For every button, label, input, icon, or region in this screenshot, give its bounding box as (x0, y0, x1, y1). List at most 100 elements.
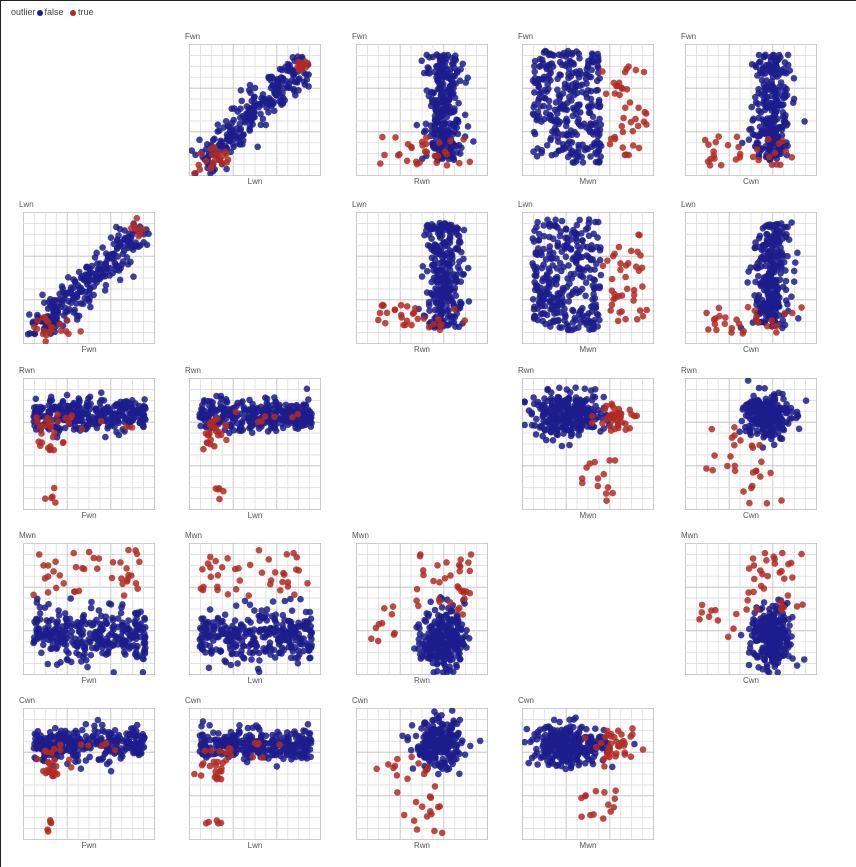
point-false (217, 400, 224, 407)
point-false (240, 642, 248, 650)
point-false (779, 251, 786, 259)
point-true (589, 412, 596, 420)
point-false (446, 312, 453, 320)
point-false (267, 425, 275, 432)
point-true (753, 313, 760, 320)
panel-x-label: Mwn (579, 177, 597, 186)
point-false (588, 57, 596, 64)
point-true (35, 438, 42, 445)
point-true (641, 108, 649, 116)
point-false (560, 263, 567, 271)
point-true (710, 152, 718, 159)
point-false (267, 646, 275, 653)
point-false (212, 406, 220, 414)
point-false (107, 234, 115, 241)
point-false (121, 247, 128, 254)
panel-plot-area (356, 44, 488, 176)
point-false (255, 425, 263, 432)
point-false (273, 627, 281, 635)
point-true (133, 214, 141, 222)
point-true (633, 316, 641, 323)
point-false (540, 60, 547, 67)
point-false (215, 632, 222, 640)
point-false (782, 418, 790, 426)
scatter-panel-lwn-vs-mwn: Lwn Mwn (518, 200, 654, 358)
point-true (95, 555, 103, 562)
point-true (622, 273, 629, 281)
point-false (262, 626, 269, 633)
point-false (272, 91, 280, 99)
point-true (579, 479, 586, 487)
scatter-panel-rwn-vs-lwn: Rwn Lwn (185, 366, 321, 524)
panel-y-label: Lwn (19, 200, 34, 209)
point-true (202, 157, 210, 165)
point-false (453, 278, 461, 285)
point-false (802, 397, 810, 404)
point-false (538, 149, 545, 157)
point-false (244, 616, 252, 624)
point-false (555, 138, 562, 145)
point-true (604, 257, 611, 264)
point-true (207, 165, 214, 172)
point-false (430, 267, 437, 274)
scatter-panel-fwn-vs-cwn: Fwn Cwn (681, 32, 817, 190)
point-false (597, 121, 605, 128)
panel-y-label: Fwn (518, 32, 534, 41)
point-false (749, 117, 756, 124)
point-false (427, 102, 435, 110)
point-false (245, 87, 253, 94)
panel-y-label: Rwn (681, 366, 698, 375)
point-false (594, 54, 602, 61)
point-false (240, 403, 248, 411)
point-false (533, 269, 540, 276)
point-false (547, 323, 554, 330)
point-true (39, 422, 46, 430)
point-false (79, 417, 86, 424)
point-true (97, 417, 105, 425)
panel-x-label: Lwn (247, 511, 263, 520)
point-false (305, 71, 312, 78)
panel-plot-area (685, 212, 817, 344)
point-false (45, 618, 53, 625)
point-false (450, 299, 457, 307)
point-false (135, 652, 142, 659)
point-true (737, 437, 744, 444)
point-false (583, 312, 591, 320)
point-true (279, 578, 286, 586)
point-false (436, 234, 444, 241)
grid (356, 543, 488, 675)
point-false (454, 130, 462, 138)
point-false (762, 395, 770, 403)
point-true (62, 414, 69, 422)
point-false (464, 123, 472, 130)
point-false (585, 103, 592, 110)
point-false (440, 73, 448, 81)
point-false (596, 316, 603, 324)
point-true (637, 252, 644, 259)
point-false (231, 617, 239, 624)
point-true (246, 561, 254, 569)
point-false (564, 239, 571, 247)
point-false (547, 255, 555, 262)
point-false (574, 118, 581, 126)
point-true (789, 309, 796, 317)
point-false (770, 290, 778, 297)
point-false (576, 216, 583, 224)
panel-plot-area (189, 44, 321, 176)
point-false (129, 634, 137, 641)
point-false (64, 274, 72, 281)
point-false (141, 403, 149, 411)
point-false (579, 304, 586, 312)
point-true (615, 243, 623, 251)
point-false (770, 125, 778, 132)
point-false (793, 408, 801, 416)
point-true (703, 465, 710, 472)
point-false (563, 106, 571, 114)
point-true (223, 436, 230, 444)
point-false (424, 64, 431, 71)
point-false (120, 648, 128, 656)
point-false (254, 143, 261, 151)
point-false (557, 228, 565, 235)
point-false (529, 296, 537, 303)
point-true (218, 564, 226, 571)
